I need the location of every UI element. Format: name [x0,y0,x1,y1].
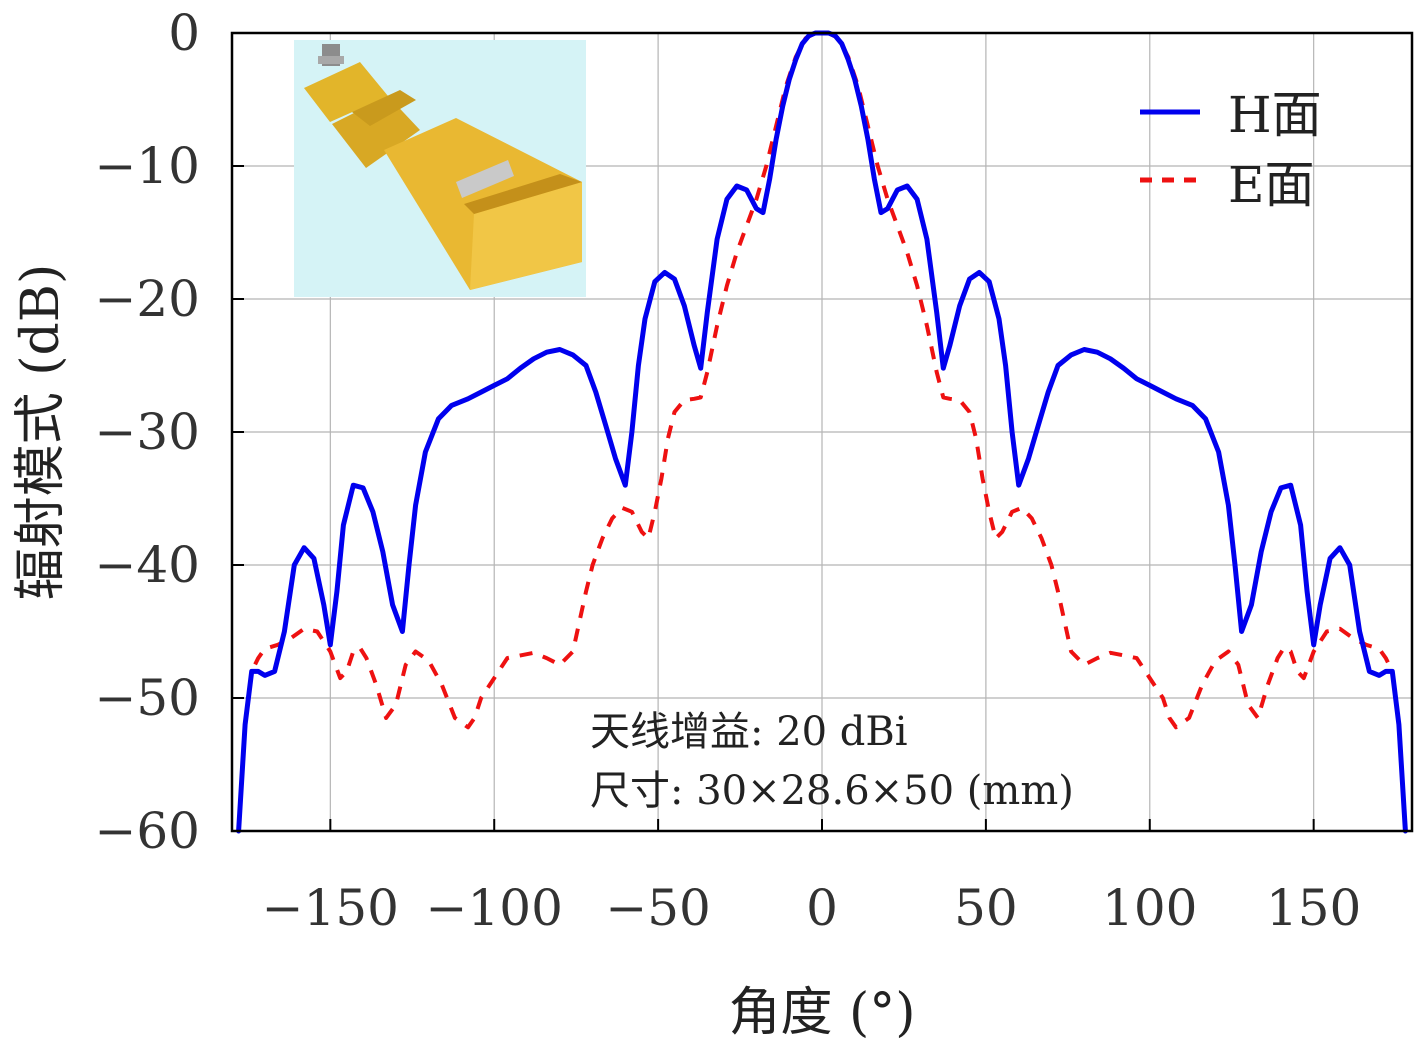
x-axis-ticks: −150 −100 −50 0 50 100 150 [262,819,1361,937]
legend-entry-h-plane: H面 [1140,86,1322,144]
y-axis-title: 辐射模式 (dB) [11,264,71,601]
y-tick-label: 0 [168,4,200,62]
annotation-gain: 天线增益: 20 dBi [590,709,908,755]
y-tick-label: −50 [94,669,200,727]
y-tick-label: −10 [94,137,200,195]
legend-entry-e-plane: E面 [1140,156,1315,214]
x-axis-title: 角度 (°) [728,983,915,1043]
y-tick-label: −20 [94,270,200,328]
legend-label-h-plane: H面 [1228,86,1322,144]
y-axis-ticks: 0 −10 −20 −30 −40 −50 −60 [94,4,244,860]
y-tick-label: −30 [94,403,200,461]
x-tick-label: −50 [605,879,711,937]
x-tick-label: −150 [262,879,399,937]
x-tick-label: 100 [1102,879,1197,937]
y-tick-label: −40 [94,536,200,594]
x-tick-label: 150 [1266,879,1361,937]
x-tick-label: 50 [954,879,1018,937]
x-tick-label: −100 [426,879,563,937]
legend: H面 E面 [1140,86,1322,214]
legend-label-e-plane: E面 [1228,156,1315,214]
y-tick-label: −60 [94,802,200,860]
x-tick-label: 0 [806,879,838,937]
horn-antenna-photo [294,40,586,297]
annotation-size: 尺寸: 30×28.6×50 (mm) [590,768,1074,814]
